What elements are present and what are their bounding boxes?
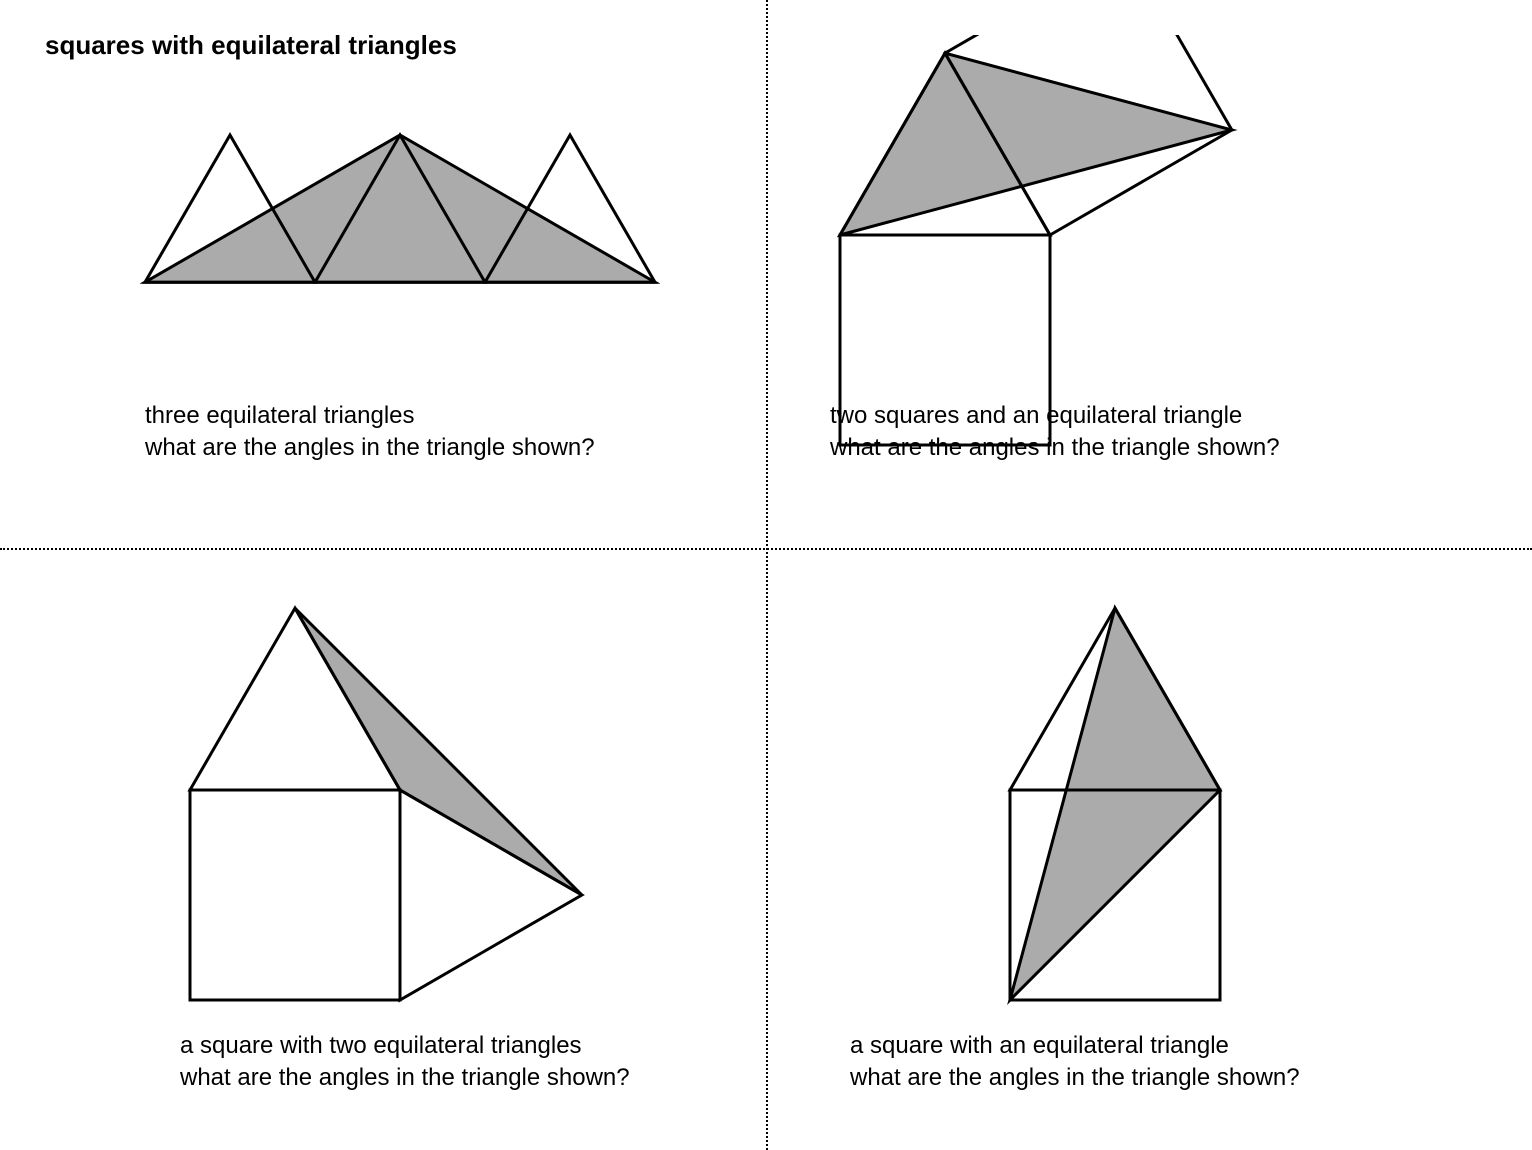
caption-top-left: three equilateral triangles what are the… xyxy=(145,400,595,465)
figure-top-right xyxy=(830,35,1470,455)
horizontal-divider xyxy=(0,548,1532,550)
figure-bottom-left xyxy=(170,590,640,1030)
page-title: squares with equilateral triangles xyxy=(45,30,457,61)
figure-top-left xyxy=(140,110,660,310)
caption-top-right: two squares and an equilateral triangle … xyxy=(830,400,1280,465)
vertical-divider xyxy=(766,0,768,1150)
caption-bottom-right: a square with an equilateral triangle wh… xyxy=(850,1030,1300,1095)
caption-bottom-left: a square with two equilateral triangles … xyxy=(180,1030,630,1095)
worksheet-page: squares with equilateral triangles three… xyxy=(0,0,1532,1150)
figure-bottom-right xyxy=(970,590,1270,1030)
